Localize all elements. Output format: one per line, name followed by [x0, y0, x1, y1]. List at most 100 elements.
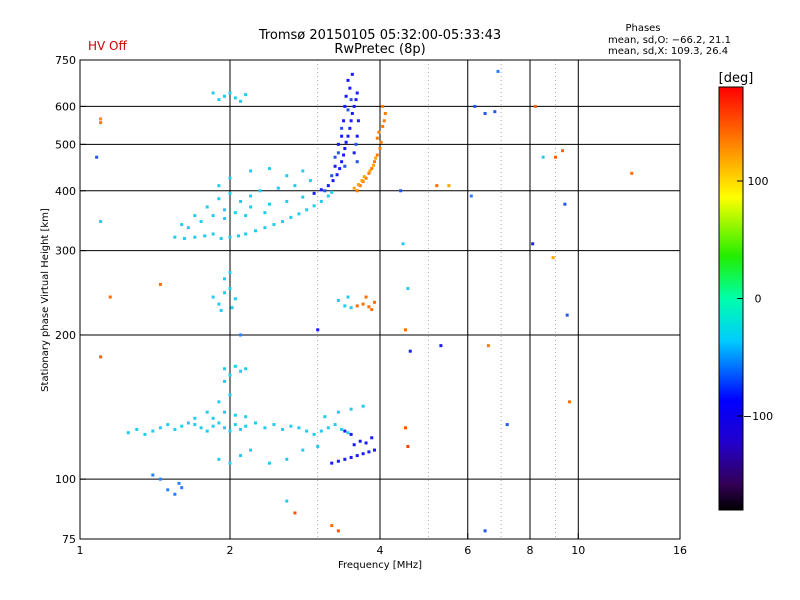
echo-point — [211, 214, 215, 218]
echo-point — [230, 306, 234, 310]
y-tick-label: 200 — [55, 329, 76, 342]
echo-point — [316, 328, 320, 332]
echo-point — [211, 232, 215, 236]
colorbar-label: [deg] — [719, 71, 754, 86]
echo-point — [483, 529, 487, 533]
echo-point — [239, 369, 243, 373]
echo-point — [330, 524, 334, 528]
echo-point — [367, 305, 371, 309]
echo-point — [364, 176, 368, 180]
echo-point — [244, 367, 248, 371]
echo-point — [368, 169, 372, 173]
echo-point — [180, 424, 184, 428]
echo-point — [233, 423, 237, 427]
echo-point — [205, 429, 209, 433]
echo-point — [228, 91, 232, 95]
x-axis-ticks: 1 2 4 6 8 10 16 — [77, 533, 687, 557]
echo-point — [367, 171, 371, 175]
echo-point — [335, 173, 339, 177]
echo-point — [272, 423, 276, 427]
echo-point — [249, 205, 253, 209]
echo-point — [135, 427, 139, 431]
echo-point — [239, 427, 243, 431]
echo-point — [312, 191, 316, 195]
echo-point — [505, 423, 509, 427]
echo-point — [403, 328, 407, 332]
y-tick-label: 100 — [55, 473, 76, 486]
echo-point — [340, 134, 344, 138]
echo-point — [199, 220, 203, 224]
y-tick-label: 500 — [55, 138, 76, 151]
echo-point — [108, 295, 112, 299]
echo-point — [244, 93, 248, 97]
echo-point — [375, 136, 379, 140]
colorbar-tick-label: −100 — [743, 410, 773, 423]
echo-point — [297, 212, 301, 216]
y-axis-label: Stationary phase Virtual Height [km] — [40, 208, 51, 392]
echo-point — [373, 300, 377, 304]
echo-point — [375, 153, 379, 157]
echo-point — [228, 271, 232, 275]
echo-point — [239, 99, 243, 103]
x-axis-label: Frequency [MHz] — [338, 560, 422, 571]
echo-point — [182, 236, 186, 240]
echo-point — [233, 211, 237, 215]
echo-point — [333, 423, 337, 427]
echo-point — [323, 189, 327, 193]
echo-point — [533, 104, 537, 108]
echo-point — [223, 410, 227, 414]
echo-point — [381, 124, 385, 128]
echo-point — [263, 226, 267, 230]
echo-point — [356, 119, 360, 123]
echo-point — [253, 421, 257, 425]
echo-point — [350, 72, 354, 76]
colorbar-ticks: 100 0 −100 — [737, 175, 773, 423]
echo-point — [239, 454, 243, 458]
y-tick-label: 600 — [55, 100, 76, 113]
echo-point — [330, 174, 334, 178]
echo-point — [285, 174, 289, 178]
stats-o-line: mean, sd,O: −66.2, 21.1 — [608, 35, 731, 46]
echo-point — [364, 295, 368, 299]
echo-point — [370, 436, 374, 440]
echo-point — [551, 256, 555, 260]
echo-point — [355, 189, 359, 193]
echo-point — [217, 400, 221, 404]
echo-point — [360, 179, 364, 183]
echo-point — [239, 333, 243, 337]
echo-point — [378, 147, 382, 151]
echo-point — [346, 108, 350, 112]
echo-point — [344, 140, 348, 144]
echo-point — [297, 426, 301, 430]
echo-point — [377, 130, 381, 134]
echo-point — [541, 155, 545, 159]
echo-point — [630, 171, 634, 175]
echo-point — [228, 235, 232, 239]
echo-point — [267, 202, 271, 206]
x-tick-label: 4 — [377, 544, 384, 557]
echo-point — [355, 454, 359, 458]
echo-point — [346, 295, 350, 299]
echo-point — [340, 160, 344, 164]
echo-point — [158, 477, 162, 481]
echo-point — [349, 98, 353, 102]
echo-point — [99, 220, 103, 224]
echo-point — [486, 344, 490, 348]
echo-point — [561, 149, 565, 153]
echo-point — [99, 117, 103, 121]
echo-point — [447, 184, 451, 188]
echo-point — [253, 229, 257, 233]
echo-point — [99, 121, 103, 125]
echo-point — [352, 151, 356, 155]
echo-point — [362, 175, 366, 179]
echo-point — [249, 448, 253, 452]
echo-point — [267, 461, 271, 465]
echo-point — [336, 459, 340, 463]
echo-point — [336, 151, 340, 155]
y-tick-label: 75 — [62, 533, 76, 546]
echo-point — [399, 189, 403, 193]
echo-point — [406, 444, 410, 448]
echo-point — [349, 119, 353, 123]
echo-point — [355, 91, 359, 95]
echo-point — [219, 308, 223, 312]
